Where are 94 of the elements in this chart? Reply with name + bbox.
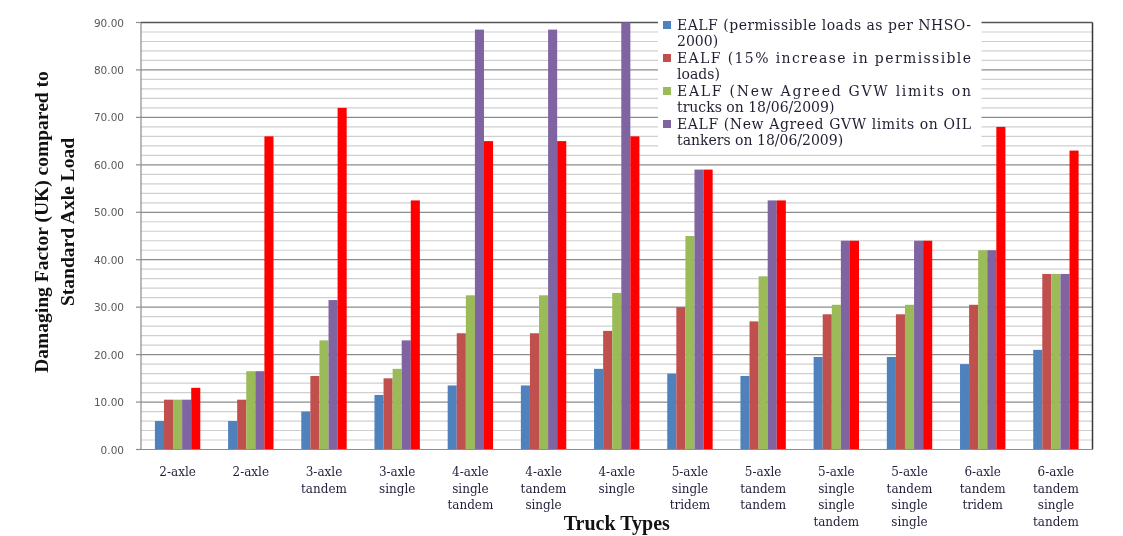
bar <box>694 169 704 450</box>
bar <box>328 300 338 450</box>
x-tick-label: 2-axle <box>232 465 270 479</box>
x-tick-label: 3-axle tandem <box>301 465 348 496</box>
bar <box>703 169 713 450</box>
bar <box>154 421 164 450</box>
x-tick-label: 5-axle tandem single single <box>886 465 934 530</box>
bar <box>914 240 924 450</box>
bar <box>246 371 256 450</box>
bar <box>667 373 677 450</box>
bar <box>987 250 997 450</box>
legend-label: EALF (permissible loads as per NHSO-2000) <box>677 16 972 49</box>
x-tick-label: 2-axle <box>159 465 196 479</box>
y-tick-label: 70.00 <box>93 111 124 124</box>
x-tick-label: 3-axle single <box>378 465 416 496</box>
bar <box>978 250 988 450</box>
bar <box>969 304 979 450</box>
bar <box>182 399 192 450</box>
bar <box>676 307 686 450</box>
bar <box>1033 349 1043 450</box>
y-tick-label: 40.00 <box>93 253 124 266</box>
x-tick-label: 4-axle tandem single <box>520 465 568 513</box>
bar <box>539 295 549 450</box>
bar <box>1069 150 1079 450</box>
bar <box>410 200 420 450</box>
bar <box>383 378 393 450</box>
bar <box>996 126 1006 450</box>
x-tick-label: 5-axle single tridem <box>669 465 711 513</box>
bar <box>767 200 777 450</box>
y-tick-label: 60.00 <box>93 158 124 171</box>
bar <box>831 304 841 450</box>
bar <box>401 340 411 450</box>
bar <box>594 368 604 450</box>
y-tick-label: 10.00 <box>93 396 124 409</box>
bar <box>923 240 933 450</box>
bar <box>264 136 274 450</box>
bar <box>740 375 750 450</box>
x-tick-label: 6-axle tandem single tandem <box>1032 465 1080 530</box>
bar <box>483 141 494 450</box>
bar <box>840 240 850 450</box>
x-axis-title: Truck Types <box>563 512 671 535</box>
bar <box>374 394 384 450</box>
y-tick-label: 80.00 <box>93 63 124 76</box>
bar <box>228 421 238 450</box>
bar <box>621 22 631 450</box>
x-tick-label: 4-axle single tandem <box>447 465 494 513</box>
bar <box>520 385 530 450</box>
bar <box>685 236 695 450</box>
bar <box>529 333 540 450</box>
bar <box>813 356 823 450</box>
legend-label: EALF (New Agreed GVW limits on OIL tankers on 18/06/2009) <box>677 115 971 148</box>
x-tick-label: 4-axle single <box>598 465 636 496</box>
bar <box>310 375 320 450</box>
bar <box>474 29 484 450</box>
bar <box>603 330 613 450</box>
bar <box>630 136 640 450</box>
bar <box>173 399 183 450</box>
bar <box>886 356 896 450</box>
bar <box>1051 273 1061 450</box>
bar <box>822 314 832 450</box>
bar <box>392 368 402 450</box>
bar <box>960 364 970 450</box>
bar <box>548 29 558 450</box>
bar <box>776 200 786 450</box>
bar <box>1060 273 1070 450</box>
y-axis-title: Damaging Factor (UK) compared to Standard Axle Load <box>31 71 78 373</box>
bar <box>465 295 475 450</box>
bar <box>319 340 329 450</box>
bar <box>456 333 466 450</box>
x-tick-label: 5-axle single single tandem <box>813 465 860 530</box>
bar <box>557 141 567 450</box>
legend-label: EALF (New Agreed GVW limits on trucks on 18/06/2009) <box>677 82 971 115</box>
bar <box>904 304 915 450</box>
bar <box>301 411 311 450</box>
bar <box>255 371 265 450</box>
bar <box>447 385 457 450</box>
bar <box>749 321 759 450</box>
y-tick-label: 50.00 <box>93 206 124 219</box>
x-tick-label: 5-axle tandem tandem <box>740 465 787 513</box>
y-tick-label: 30.00 <box>93 301 124 314</box>
bar <box>163 399 174 450</box>
y-tick-label: 20.00 <box>93 348 124 361</box>
bar <box>1042 273 1052 450</box>
bar <box>237 399 247 450</box>
bar <box>758 276 768 450</box>
bar <box>612 292 622 450</box>
legend-label: EALF (15% increase in permissible loads) <box>677 49 971 82</box>
bar <box>191 387 201 450</box>
y-tick-label: 90.00 <box>93 16 124 29</box>
bar <box>849 240 860 450</box>
x-tick-label: 6-axle tandem tridem <box>959 465 1007 513</box>
bar <box>895 314 905 450</box>
bar <box>337 107 347 450</box>
y-tick-label: 0.00 <box>100 443 124 456</box>
